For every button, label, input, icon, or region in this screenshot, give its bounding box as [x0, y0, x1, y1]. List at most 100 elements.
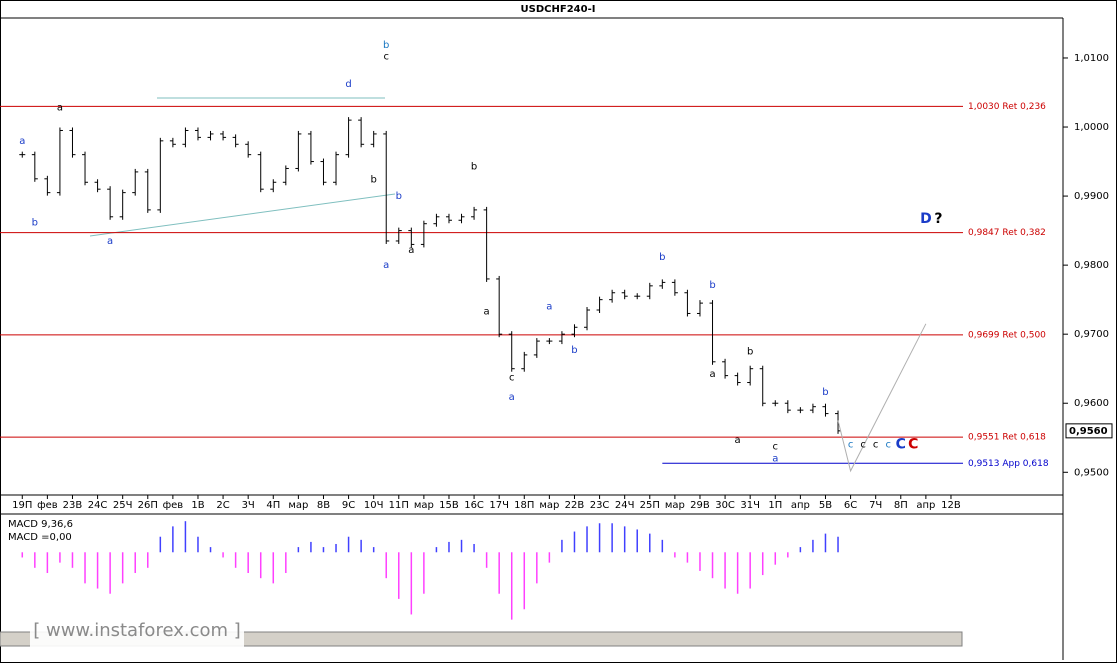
price-bar: [307, 130, 314, 165]
price-bar: [571, 324, 578, 338]
wave-label: b: [396, 191, 402, 202]
price-bar: [809, 403, 816, 414]
wave-label: b: [471, 161, 477, 172]
wave-label: c: [860, 440, 866, 451]
wave-label: a: [107, 236, 113, 247]
x-tick-label: апр: [916, 500, 935, 511]
price-bar: [496, 275, 503, 338]
price-bar: [370, 130, 377, 148]
wave-label: d: [345, 79, 351, 90]
y-tick-label: 0,9600: [1074, 398, 1109, 409]
wave-label: c: [509, 373, 515, 384]
price-bar: [634, 293, 641, 300]
wave-label: b: [822, 387, 828, 398]
y-tick-label: 1,0000: [1074, 122, 1109, 133]
x-tick-label: 18П: [514, 500, 534, 511]
wave-label: a: [484, 306, 490, 317]
x-tick-label: 30С: [715, 500, 735, 511]
level-label: 0,9513 App 0,618: [968, 459, 1049, 469]
price-bar: [94, 179, 101, 193]
x-tick-label: 8В: [317, 500, 330, 511]
chart-title: USDCHF240-I: [521, 4, 596, 15]
price-bar: [533, 338, 540, 358]
wave-label: c: [873, 440, 879, 451]
wave-label: a: [57, 103, 63, 114]
wave-label: a: [509, 392, 515, 403]
price-bar: [19, 151, 26, 158]
price-bar: [508, 331, 515, 372]
price-bar: [107, 186, 114, 220]
projection-line: [837, 323, 927, 473]
x-tick-label: 1П: [768, 500, 782, 511]
x-tick-label: 24С: [88, 500, 108, 511]
x-tick-label: мар: [288, 500, 308, 511]
x-tick-label: 23С: [590, 500, 610, 511]
wave-label: b: [370, 175, 376, 186]
price-bar: [395, 227, 402, 244]
price-bar: [784, 400, 791, 414]
price-bar: [119, 189, 126, 220]
price-bar: [82, 151, 89, 186]
y-tick-label: 0,9800: [1074, 260, 1109, 271]
price-bar: [772, 400, 779, 407]
macd-subtitle: MACD =0,00: [8, 532, 72, 543]
x-tick-label: фев: [37, 500, 58, 511]
x-tick-label: 24Ч: [615, 500, 635, 511]
price-bar: [445, 213, 452, 224]
wave-label: b: [709, 280, 715, 291]
price-bar: [320, 158, 327, 186]
y-tick-label: 0,9700: [1074, 329, 1109, 340]
price-bar: [245, 141, 252, 158]
price-bar: [696, 300, 703, 317]
wave-label: c: [848, 440, 854, 451]
price-bar: [270, 179, 277, 193]
wave-label: C: [896, 437, 906, 453]
level-label: 0,9847 Ret 0,382: [968, 228, 1046, 238]
price-bar: [759, 365, 766, 407]
price-bar: [408, 227, 415, 248]
price-bar: [797, 407, 804, 414]
y-tick-label: 0,9900: [1074, 191, 1109, 202]
price-bar: [157, 137, 164, 213]
price-bar: [433, 213, 440, 227]
wave-label: c: [383, 52, 389, 63]
price-bar: [471, 206, 478, 220]
price-bar: [207, 130, 214, 141]
price-bar: [596, 296, 603, 314]
level-label: 0,9699 Ret 0,500: [968, 330, 1046, 340]
x-tick-label: 15В: [439, 500, 459, 511]
price-bar: [584, 307, 591, 331]
wave-label: b: [383, 40, 389, 51]
price-bar: [609, 289, 616, 303]
macd-title: MACD 9,36,6: [8, 519, 73, 530]
wave-label: a: [709, 369, 715, 380]
price-bar: [621, 289, 628, 300]
x-tick-label: 19П: [12, 500, 32, 511]
price-bar: [671, 279, 678, 296]
price-bar: [345, 117, 352, 158]
watermark-box: [30, 612, 244, 648]
price-bar: [383, 130, 390, 244]
wave-label: b: [571, 345, 577, 356]
x-tick-label: 25П: [640, 500, 660, 511]
price-bar: [546, 338, 553, 345]
price-bar: [169, 137, 176, 148]
x-tick-label: 17Ч: [489, 500, 509, 511]
wave-label: C: [908, 437, 918, 453]
wave-label: c: [773, 442, 779, 453]
x-tick-label: 4П: [266, 500, 280, 511]
price-bar: [521, 351, 528, 372]
price-bar: [483, 206, 490, 282]
x-tick-label: мар: [665, 500, 685, 511]
price-bar: [822, 403, 829, 417]
x-tick-label: 23В: [63, 500, 83, 511]
wave-label: D: [920, 211, 932, 227]
price-bar: [132, 168, 139, 196]
level-label: 1,0030 Ret 0,236: [968, 102, 1046, 112]
price-bar: [282, 165, 289, 186]
price-bar: [646, 282, 653, 300]
price-bar: [144, 168, 151, 213]
price-bar: [420, 220, 427, 248]
